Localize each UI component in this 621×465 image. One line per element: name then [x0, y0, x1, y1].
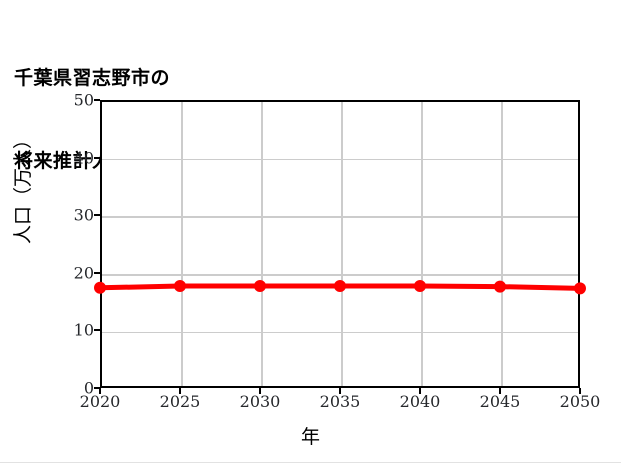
x-axis-tick-label: 2030 [239, 392, 281, 411]
x-axis-tick-mark [499, 388, 501, 394]
data-point-marker [254, 280, 266, 293]
y-axis-tick-mark [94, 99, 100, 101]
y-axis-tick-label: 10 [73, 320, 94, 340]
y-axis-tick-label: 30 [73, 205, 94, 225]
data-point-marker [334, 280, 346, 293]
gridline-horizontal [102, 158, 578, 161]
x-axis-label: 年 [300, 426, 320, 448]
gridline-horizontal [102, 331, 578, 334]
x-axis-tick-label: 2035 [319, 392, 361, 411]
y-axis-tick-label: 50 [73, 90, 94, 110]
x-axis-tick-label: 2045 [479, 392, 521, 411]
x-axis-tick-mark [99, 388, 101, 394]
gridline-horizontal [102, 216, 578, 218]
series-markers [94, 280, 586, 295]
y-axis-tick-mark [94, 387, 100, 389]
gridline-vertical [341, 102, 343, 386]
y-axis-tick-mark [94, 156, 100, 159]
footer-divider [0, 462, 621, 463]
y-axis-tick-mark [94, 214, 100, 217]
gridline-vertical [181, 102, 183, 386]
plot-area [94, 100, 586, 388]
data-point-marker [174, 280, 186, 293]
gridline-vertical [421, 102, 423, 386]
y-axis-tick-mark [94, 271, 100, 274]
x-axis-tick-label: 2050 [559, 392, 601, 411]
y-axis-tick-label: 0 [83, 378, 94, 398]
x-axis-tick-mark [179, 388, 181, 394]
data-point-marker [574, 282, 586, 295]
x-axis-tick-label: 2020 [79, 392, 121, 411]
y-axis-tick-labels: 0 10 20 30 40 50 [52, 0, 94, 465]
data-point-marker [414, 280, 426, 293]
x-axis-tick-labels: 2020 2025 2030 2035 2040 2045 2050 [0, 392, 621, 416]
x-axis-tick-mark [259, 388, 261, 394]
gridline-horizontal [102, 274, 578, 276]
y-axis-tick-label: 40 [73, 148, 94, 168]
gridline-vertical [501, 102, 503, 386]
x-axis-tick-mark [339, 388, 341, 394]
x-axis-tick-mark [419, 388, 421, 394]
chart-title-line-1: 千葉県習志野市の [14, 67, 171, 90]
y-axis-label: 人口（万人） [12, 129, 34, 244]
x-axis-tick-label: 2040 [399, 392, 441, 411]
y-axis-tick-mark [94, 329, 100, 332]
x-axis-tick-label: 2025 [159, 392, 201, 411]
data-point-marker [94, 281, 106, 294]
x-axis-tick-mark [579, 388, 581, 394]
data-point-marker [494, 280, 506, 293]
population-line-series [94, 280, 586, 295]
gridline-vertical [261, 102, 263, 386]
y-axis-tick-label: 20 [73, 263, 94, 283]
